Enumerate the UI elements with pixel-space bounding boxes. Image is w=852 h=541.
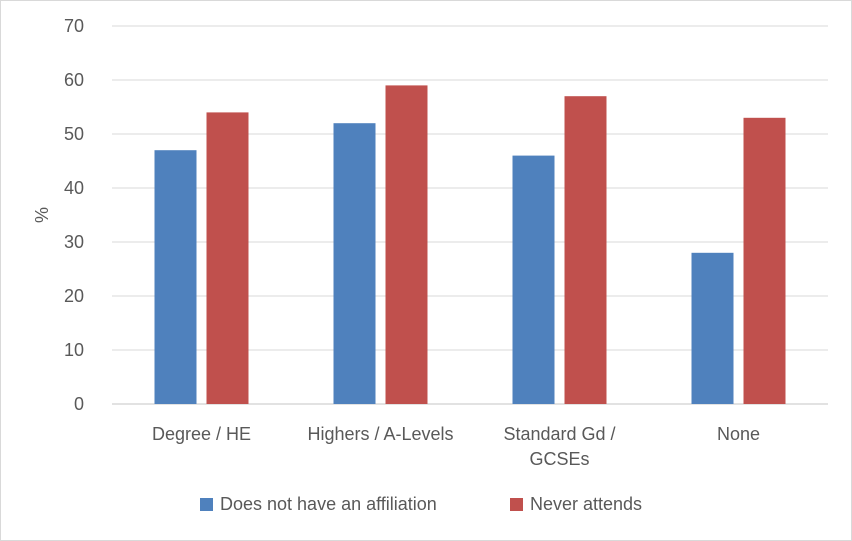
bar-never-attends <box>206 112 249 405</box>
y-tick-label: 10 <box>64 340 84 360</box>
bar-no-affiliation <box>691 252 734 404</box>
legend-swatch <box>510 498 523 511</box>
category-label: Degree / HE <box>152 424 251 444</box>
y-tick-label: 60 <box>64 70 84 90</box>
category-label-line: Highers / A-Levels <box>307 424 453 444</box>
category-label-line: GCSEs <box>529 449 589 469</box>
bar-never-attends <box>743 117 786 405</box>
category-label: None <box>717 424 760 444</box>
legend-swatch <box>200 498 213 511</box>
y-axis-label: % <box>32 207 52 223</box>
bar-never-attends <box>564 96 607 404</box>
bar-no-affiliation <box>333 123 376 404</box>
category-label-line: Degree / HE <box>152 424 251 444</box>
category-label-line: Standard Gd / <box>503 424 615 444</box>
y-tick-label: 30 <box>64 232 84 252</box>
y-tick-label: 20 <box>64 286 84 306</box>
legend-label: Does not have an affiliation <box>220 494 437 514</box>
bar-no-affiliation <box>512 155 555 404</box>
bars <box>154 85 786 405</box>
y-tick-labels: 0 10 20 30 40 50 60 70 <box>64 16 84 414</box>
y-tick-label: 50 <box>64 124 84 144</box>
category-label-line: None <box>717 424 760 444</box>
legend-label: Never attends <box>530 494 642 514</box>
y-tick-label: 70 <box>64 16 84 36</box>
category-labels: Degree / HE Highers / A-Levels Standard Gd… <box>152 424 760 469</box>
category-label: Highers / A-Levels <box>307 424 453 444</box>
y-tick-label: 40 <box>64 178 84 198</box>
y-tick-label: 0 <box>74 394 84 414</box>
bar-never-attends <box>385 85 428 405</box>
legend: Does not have an affiliation Never attend… <box>200 494 642 514</box>
bar-no-affiliation <box>154 150 197 404</box>
category-label: Standard Gd / GCSEs <box>503 424 615 469</box>
